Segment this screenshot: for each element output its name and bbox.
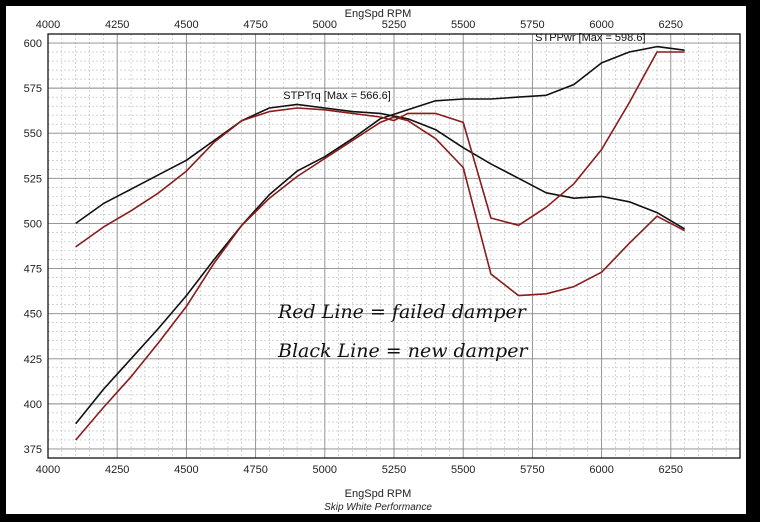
x-tick-label-top: 5250: [382, 19, 406, 31]
y-tick-label: 525: [24, 173, 42, 185]
x-tick-label-top: 4500: [174, 19, 198, 31]
x-tick-label-top: 5500: [451, 19, 475, 31]
footer-credit: Skip White Performance: [324, 502, 432, 513]
x-ticks-bottom: 4000 4250 4500 4750 5000 5250 5500 5750 6000 6250: [36, 464, 683, 476]
x-tick-label-bottom: 4250: [105, 464, 129, 476]
x-tick-label-bottom: 6250: [659, 464, 683, 476]
annotation-torque: STPTrq [Max = 566.6]: [283, 90, 391, 102]
y-tick-label: 425: [24, 354, 42, 366]
x-tick-label-top: 5750: [520, 19, 544, 31]
y-tick-label: 375: [24, 444, 42, 456]
x-tick-label-bottom: 5000: [313, 464, 337, 476]
x-ticks-top: 4000 4250 4500 4750 5000 5250 5500 5750 6000 6250: [36, 19, 683, 31]
y-tick-label: 600: [24, 38, 42, 50]
y-tick-label: 450: [24, 309, 42, 321]
x-tick-label-bottom: 4750: [243, 464, 267, 476]
x-tick-label-bottom: 5500: [451, 464, 475, 476]
x-axis-title-bottom: EngSpd RPM: [345, 488, 412, 500]
x-tick-label-bottom: 6000: [589, 464, 613, 476]
x-tick-label-top: 4250: [105, 19, 129, 31]
x-tick-label-top: 6000: [589, 19, 613, 31]
series-line-0: [75, 45, 685, 425]
series-line-3: [75, 51, 685, 248]
annotation-power: STPPwr [Max = 598.6]: [535, 32, 645, 44]
plot-border: [47, 33, 741, 459]
x-tick-label-top: 5000: [313, 19, 337, 31]
x-tick-label-top: 6250: [659, 19, 683, 31]
x-axis-title-top: EngSpd RPM: [345, 8, 412, 20]
handwritten-note-black: Black Line = new damper: [277, 340, 529, 362]
x-tick-label-top: 4000: [36, 19, 60, 31]
dyno-chart: 4000 4250 4500 4750 5000 5250 5500 5750 6000 6250…: [24, 8, 741, 513]
x-tick-label-top: 4750: [243, 19, 267, 31]
x-tick-label-bottom: 5250: [382, 464, 406, 476]
y-tick-label: 475: [24, 264, 42, 276]
x-tick-label-bottom: 4500: [174, 464, 198, 476]
x-tick-label-bottom: 4000: [36, 464, 60, 476]
x-tick-label-bottom: 5750: [520, 464, 544, 476]
handwritten-note-red: Red Line = failed damper: [277, 301, 528, 323]
y-tick-label: 500: [24, 218, 42, 230]
y-ticks: 375 400 425 450 475 500 525 550 575 600: [24, 38, 42, 456]
y-tick-label: 575: [24, 83, 42, 95]
chart-paper: 4000 4250 4500 4750 5000 5250 5500 5750 6000 6250…: [6, 6, 746, 514]
y-tick-label: 550: [24, 128, 42, 140]
series-line-2: [75, 116, 685, 441]
y-tick-label: 400: [24, 399, 42, 411]
series-line-1: [75, 103, 686, 230]
series-group: [75, 45, 686, 441]
grid: [47, 33, 741, 459]
